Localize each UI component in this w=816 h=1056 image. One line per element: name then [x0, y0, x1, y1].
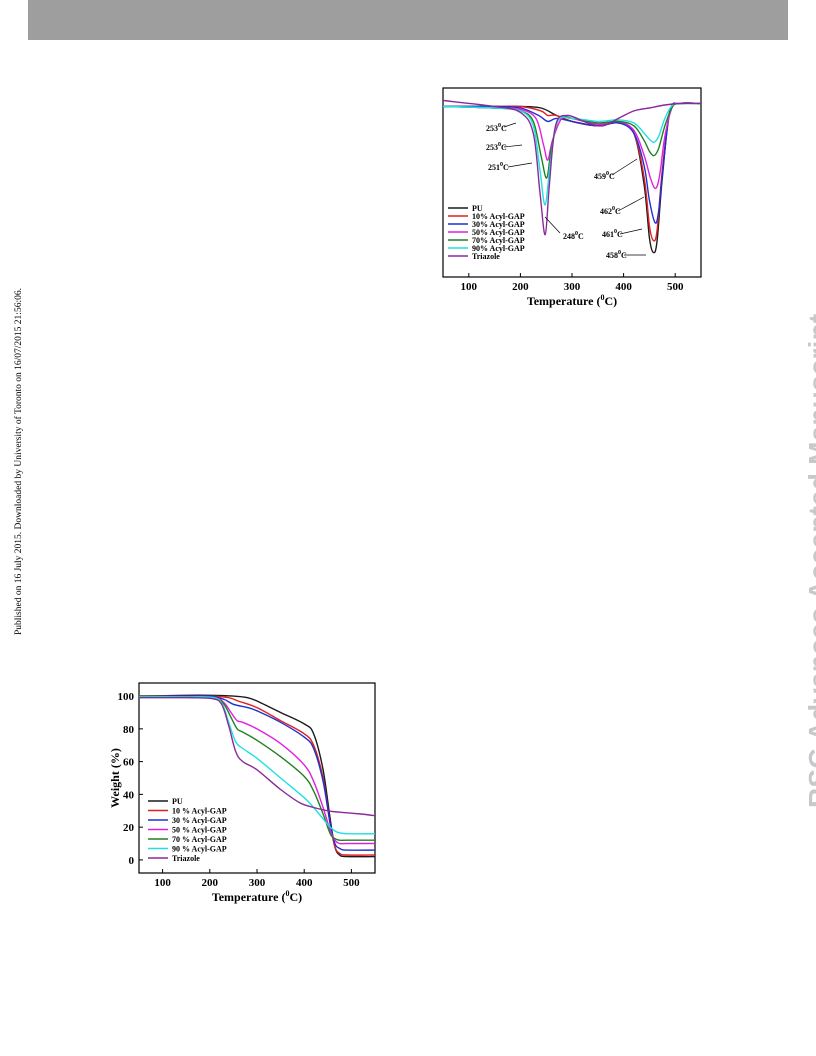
x-tick-label: 400 — [615, 281, 632, 293]
legend-label: 30 % Acyl-GAP — [172, 816, 227, 825]
x-tick-label: 300 — [564, 281, 581, 293]
legend-label: PU — [472, 204, 483, 213]
annotation-arrow — [617, 196, 645, 212]
x-tick-label: 200 — [512, 281, 529, 293]
legend-label: 10% Acyl-GAP — [472, 212, 525, 221]
x-axis-label: Temperature (0C) — [212, 889, 302, 904]
legend-label: 10 % Acyl-GAP — [172, 807, 227, 816]
legend-label: 70% Acyl-GAP — [472, 236, 525, 245]
y-tick-label: 20 — [123, 822, 135, 834]
x-tick-label: 400 — [296, 877, 313, 889]
series-line — [138, 696, 376, 835]
annotation-arrow — [619, 228, 643, 235]
x-tick-label: 100 — [461, 281, 478, 293]
legend-label: Triazole — [472, 252, 500, 261]
series-line — [442, 99, 702, 236]
legend-label: 90 % Acyl-GAP — [172, 845, 227, 854]
annotation-arrow — [507, 162, 533, 168]
legend-label: 90% Acyl-GAP — [472, 244, 525, 253]
y-tick-label: 100 — [118, 691, 135, 703]
x-tick-label: 300 — [249, 877, 266, 889]
legend-label: 50% Acyl-GAP — [472, 228, 525, 237]
series-line — [138, 695, 375, 845]
series-line — [138, 694, 376, 858]
peak-annotation: 2510C — [488, 162, 509, 172]
legend-label: 70 % Acyl-GAP — [172, 835, 227, 844]
publication-note: Published on 16 July 2015. Downloaded by… — [14, 288, 24, 635]
annotation-arrow — [544, 216, 561, 234]
peak-annotation: 4610C — [602, 229, 623, 239]
x-tick-label: 500 — [667, 281, 684, 293]
y-tick-label: 80 — [123, 724, 135, 736]
y-tick-label: 0 — [129, 855, 135, 867]
x-tick-label: 500 — [343, 877, 360, 889]
journal-watermark: RSC Advances Accepted Manuscript — [803, 313, 816, 808]
series-line — [442, 102, 702, 179]
annotation-arrow — [503, 122, 517, 128]
series-line — [139, 695, 376, 851]
y-tick-label: 40 — [123, 789, 135, 801]
peak-annotation: 4580C — [606, 250, 627, 260]
peak-annotation: 2530C — [486, 123, 507, 133]
series-line — [442, 102, 702, 224]
y-tick-label: 60 — [123, 757, 135, 769]
y-axis-label: Weight (%) — [108, 748, 122, 808]
series-line — [442, 102, 702, 206]
legend-label: 30% Acyl-GAP — [472, 220, 525, 229]
header-bar — [28, 0, 788, 40]
x-tick-label: 200 — [202, 877, 219, 889]
legend-label: PU — [172, 797, 183, 806]
x-axis-label: Temperature (0C) — [527, 293, 617, 308]
peak-annotation: 2480C — [563, 231, 584, 241]
peak-annotation: 2530C — [486, 142, 507, 152]
x-tick-label: 100 — [154, 877, 171, 889]
tga-chart: 100 200 300 400 500 0 20 40 60 80 100 Temperature (… — [108, 682, 376, 904]
legend-label: 50 % Acyl-GAP — [172, 826, 227, 835]
annotation-arrow — [503, 144, 523, 148]
series-line — [138, 696, 376, 817]
annotation-arrow — [611, 158, 638, 176]
series-line — [138, 695, 375, 842]
peak-annotation: 4590C — [594, 171, 615, 181]
peak-annotation: 4620C — [600, 206, 621, 216]
legend-label: Triazole — [172, 854, 200, 863]
